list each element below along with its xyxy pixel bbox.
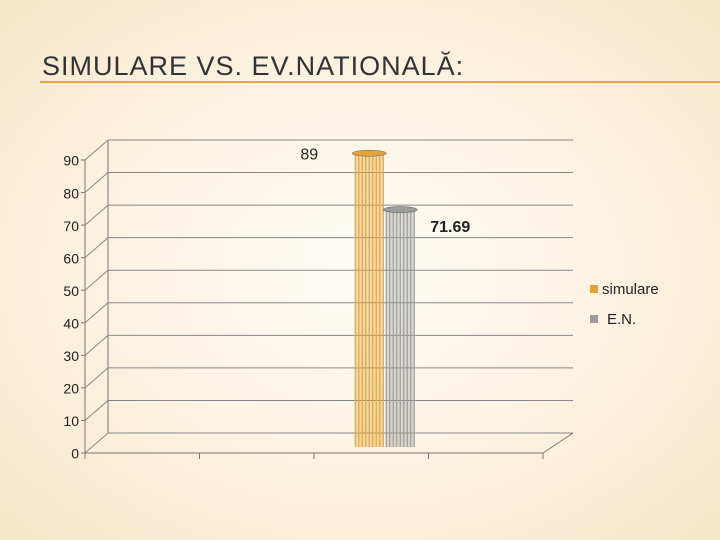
grid-line xyxy=(84,269,109,291)
bar xyxy=(382,206,418,447)
grid-line xyxy=(84,334,109,356)
legend-label: simulare xyxy=(602,281,659,298)
grid-line xyxy=(84,204,109,226)
y-tick-label: 40 xyxy=(63,315,79,331)
y-tick-label: 80 xyxy=(63,185,79,201)
grid-line xyxy=(84,302,109,324)
grid-line xyxy=(84,432,109,454)
y-tick-label: 10 xyxy=(63,413,79,429)
bar-cap xyxy=(351,149,387,157)
grid-line xyxy=(84,400,109,421)
data-label: 71.69 xyxy=(430,219,470,236)
data-label: 89 xyxy=(300,146,318,163)
chart-title: SIMULARE VS. EV.NATIONALĂ: xyxy=(42,51,464,81)
grid-line xyxy=(84,172,109,193)
y-tick-label: 50 xyxy=(63,283,79,299)
grid-line xyxy=(84,237,109,259)
grid-line xyxy=(84,367,109,389)
bar-cap xyxy=(382,206,418,213)
legend-swatch xyxy=(590,285,598,293)
y-tick-label: 30 xyxy=(63,348,79,364)
y-tick-label: 90 xyxy=(63,153,79,169)
y-tick-label: 20 xyxy=(63,381,79,397)
y-tick-label: 60 xyxy=(63,250,79,266)
legend-swatch xyxy=(590,315,598,323)
floor-edge xyxy=(542,432,574,454)
y-tick-label: 70 xyxy=(63,218,79,234)
y-tick-label: 0 xyxy=(71,446,79,462)
bar xyxy=(351,149,387,447)
grid-line xyxy=(84,139,109,161)
legend-label: E.N. xyxy=(607,311,636,328)
